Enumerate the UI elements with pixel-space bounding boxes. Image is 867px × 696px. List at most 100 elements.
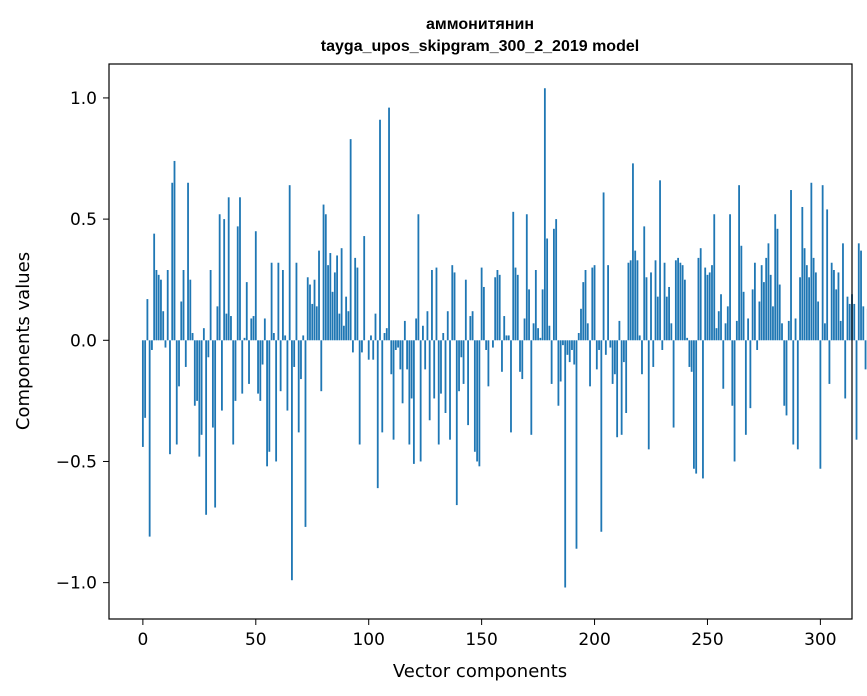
bar-235 [672, 340, 675, 428]
bar-81 [324, 214, 327, 341]
bar-195 [582, 282, 585, 341]
bar-74 [309, 284, 311, 341]
bar-221 [641, 340, 643, 375]
bar-146 [471, 311, 474, 341]
bar-271 [753, 262, 756, 341]
bar-177 [541, 289, 544, 341]
bar-228 [656, 296, 659, 341]
bar-84 [331, 291, 334, 341]
bar-117 [406, 340, 409, 370]
bar-69 [297, 340, 300, 433]
bar-193 [577, 333, 580, 341]
bar-29 [207, 340, 210, 358]
bar-274 [760, 265, 763, 341]
bar-65 [288, 185, 291, 341]
bar-52 [259, 340, 262, 401]
bar-268 [747, 318, 750, 341]
bar-133 [442, 333, 445, 341]
bar-42 [236, 226, 239, 341]
bar-160 [503, 316, 506, 341]
bar-149 [478, 340, 481, 467]
bar-88 [340, 248, 343, 341]
bar-204 [602, 192, 605, 341]
bar-200 [593, 265, 596, 341]
bar-70 [300, 340, 302, 380]
bar-106 [381, 340, 384, 433]
bar-270 [751, 289, 754, 341]
bar-253 [713, 214, 716, 341]
bar-22 [191, 333, 194, 341]
chart-subtitle: tayga_upos_skipgram_300_2_2019 model [321, 38, 639, 55]
y-tick-label: −1.0 [56, 574, 97, 594]
bar-263 [735, 320, 738, 341]
bar-60 [277, 262, 280, 341]
bar-296 [810, 182, 813, 341]
bar-105 [379, 119, 381, 341]
bar-20 [187, 182, 189, 341]
bar-239 [681, 265, 684, 341]
bar-183 [555, 219, 558, 341]
bar-27 [202, 328, 205, 341]
bar-257 [722, 340, 725, 389]
bar-73 [306, 277, 309, 341]
bar-138 [453, 272, 456, 341]
bar-4 [151, 340, 153, 350]
bar-211 [618, 320, 621, 341]
bar-224 [647, 340, 650, 450]
bar-215 [627, 262, 630, 341]
bar-199 [591, 267, 594, 341]
bar-241 [686, 337, 689, 341]
bar-279 [772, 306, 774, 341]
bar-219 [636, 260, 639, 341]
bar-231 [663, 262, 666, 341]
bar-76 [313, 279, 316, 341]
bar-213 [623, 340, 625, 363]
bar-236 [674, 260, 677, 341]
bar-246 [697, 257, 700, 341]
bar-51 [257, 340, 259, 394]
bar-53 [261, 340, 264, 365]
bar-98 [363, 236, 366, 341]
x-tick-label: 50 [245, 630, 267, 650]
bar-276 [765, 257, 768, 341]
bars-group [141, 88, 867, 588]
bar-6 [155, 270, 158, 341]
bar-229 [659, 180, 661, 341]
bar-68 [295, 262, 298, 341]
bar-111 [392, 340, 395, 440]
bar-285 [785, 340, 788, 416]
bar-248 [702, 340, 704, 479]
bar-24 [196, 340, 198, 401]
bar-137 [451, 265, 454, 341]
bar-256 [720, 294, 722, 341]
bar-294 [805, 265, 808, 341]
bar-38 [227, 197, 230, 341]
bar-187 [564, 340, 567, 588]
x-tick-label: 300 [804, 630, 836, 650]
bar-255 [717, 311, 720, 341]
bar-14 [173, 160, 176, 341]
bar-87 [338, 313, 341, 341]
chart-title: аммонитянин [426, 16, 534, 33]
bar-203 [600, 340, 603, 532]
bar-1 [144, 340, 147, 418]
bar-13 [171, 182, 174, 341]
bar-225 [650, 272, 652, 341]
bar-290 [796, 340, 799, 450]
bar-202 [598, 340, 600, 350]
bar-201 [595, 340, 598, 370]
bar-217 [632, 163, 634, 341]
x-tick-label: 250 [691, 630, 723, 650]
bar-36 [223, 219, 226, 341]
bar-79 [320, 340, 323, 392]
bar-237 [677, 257, 680, 341]
bar-316 [855, 340, 858, 440]
bar-95 [356, 267, 359, 341]
bar-300 [819, 340, 822, 469]
x-axis-label: Vector components [393, 661, 567, 682]
bar-15 [175, 340, 178, 445]
bar-254 [715, 328, 718, 341]
bar-226 [652, 340, 655, 367]
bar-184 [557, 340, 560, 406]
bar-2 [146, 299, 149, 341]
